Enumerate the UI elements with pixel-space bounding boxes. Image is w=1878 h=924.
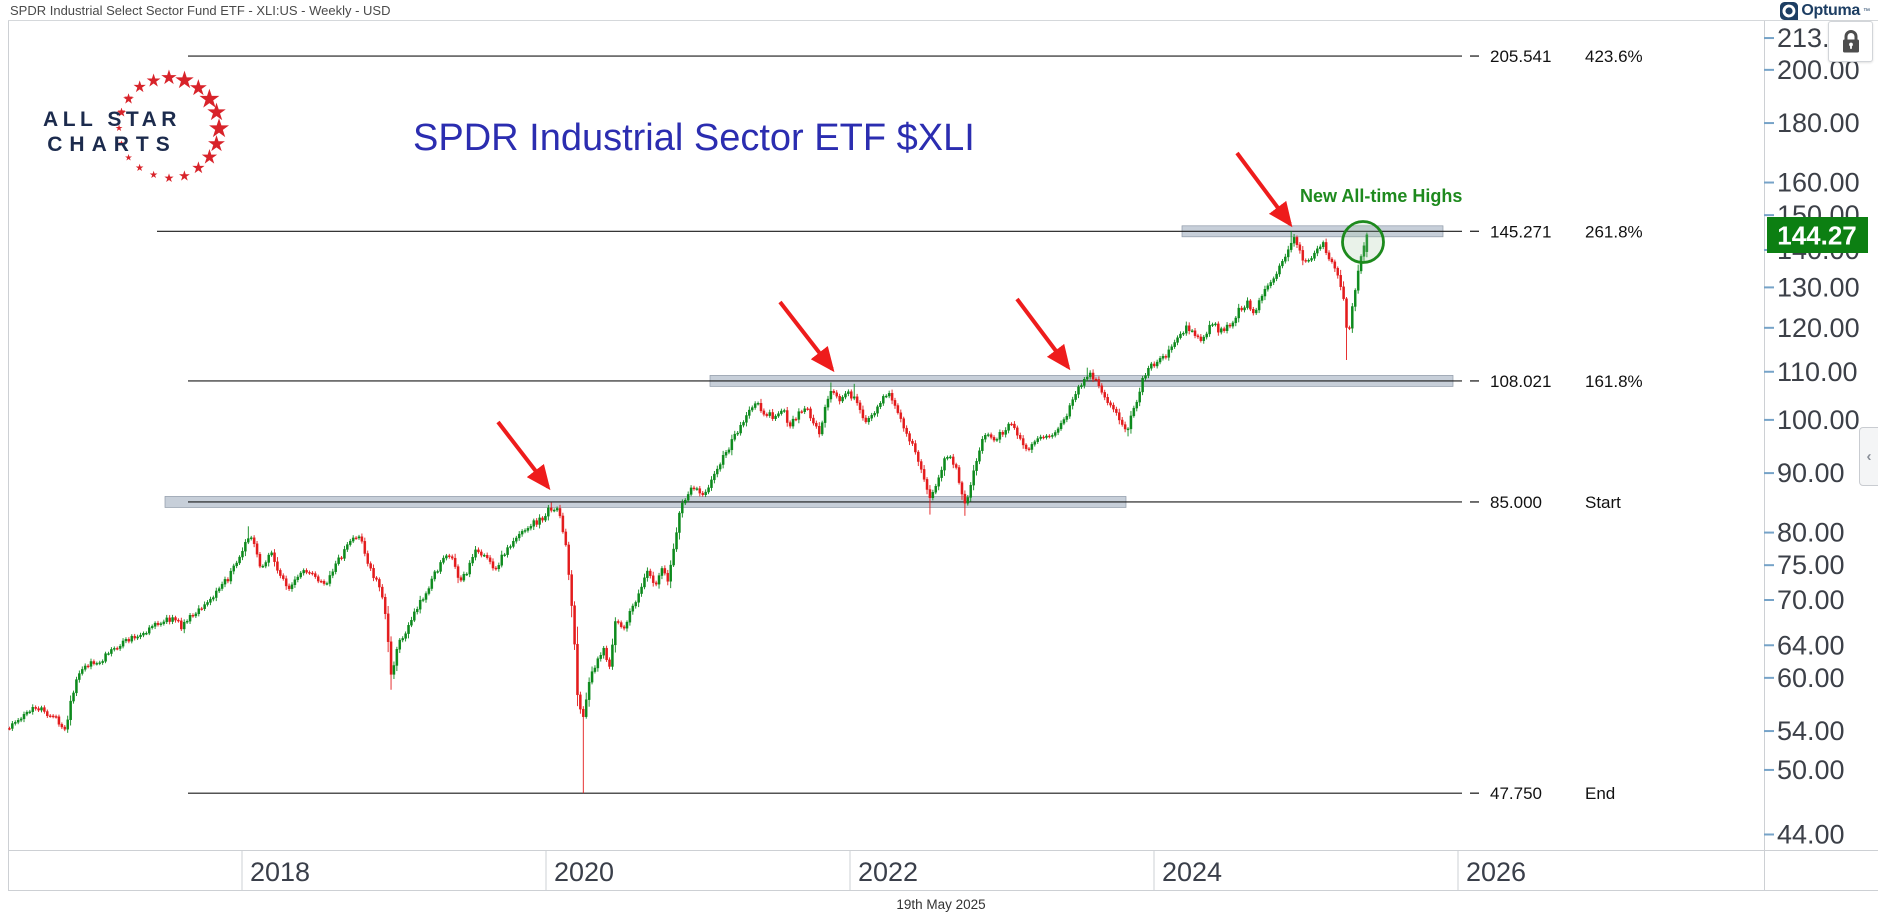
footer-date: 19th May 2025: [896, 897, 985, 912]
star-icon: ★: [115, 123, 123, 133]
star-icon: ★: [198, 84, 221, 114]
star-icon: ★: [207, 131, 227, 156]
star-icon: ★: [145, 70, 161, 90]
fib-level-label: 261.8%: [1585, 222, 1643, 241]
star-icon: ★: [118, 139, 125, 148]
allstar-charts-logo: ★★★★★★★★★★★★★★★★★★★★★★ ALL STAR CHARTS: [43, 67, 231, 185]
star-icon: ★: [149, 170, 158, 181]
red-arrow[interactable]: [1015, 297, 1071, 371]
star-icon: ★: [132, 79, 146, 96]
star-icon: ★: [135, 163, 144, 174]
fib-level-label: Start: [1585, 493, 1621, 512]
star-icon: ★: [124, 93, 134, 105]
star-icon: ★: [207, 113, 230, 143]
fib-level-value: 108.021: [1490, 372, 1551, 391]
allstar-star-ring: ★★★★★★★★★★★★★★★★★★★★★★: [115, 67, 231, 185]
allstar-logo-line2: CHARTS: [47, 133, 177, 156]
last-price-value: 144.27: [1777, 221, 1857, 251]
chevron-left-icon: ‹: [1866, 448, 1872, 465]
lock-button[interactable]: [1828, 21, 1873, 62]
price-tick-label: 80.00: [1777, 518, 1845, 548]
optuma-logo: Optuma ™: [1780, 2, 1870, 20]
star-icon: ★: [116, 106, 127, 120]
candlestick-series: [8, 231, 1369, 794]
price-tick-label: 120.00: [1777, 313, 1860, 343]
fib-level-label: 161.8%: [1585, 372, 1643, 391]
fib-level-value: 205.541: [1490, 47, 1551, 66]
red-arrow[interactable]: [496, 420, 551, 491]
price-tick-label: 160.00: [1777, 168, 1860, 198]
fib-level-label: 423.6%: [1585, 47, 1643, 66]
last-price-badge: 144.27: [1767, 217, 1868, 253]
fib-highlight-bands[interactable]: [164, 225, 1454, 508]
optuma-trademark: ™: [1863, 7, 1870, 15]
star-icon: ★: [125, 152, 133, 162]
price-axis[interactable]: 213.00200.00180.00160.00150.00140.00130.…: [1764, 23, 1860, 849]
chart-title: SPDR Industrial Sector ETF $XLI: [413, 117, 975, 159]
fib-level-value: 85.000: [1490, 493, 1542, 512]
x-axis-band[interactable]: 2018 2020 2022 2024 2026: [241, 850, 1526, 890]
price-tick-label: 180.00: [1777, 108, 1860, 138]
new-ath-annotation: New All-time Highs: [1300, 186, 1462, 206]
fib-level-label: End: [1585, 784, 1615, 803]
fib-level-value: 47.750: [1490, 784, 1542, 803]
optuma-icon: [1780, 2, 1799, 20]
year-label: 2024: [1162, 857, 1222, 887]
star-icon: ★: [160, 67, 178, 89]
year-label: 2026: [1466, 857, 1526, 887]
star-icon: ★: [122, 91, 135, 107]
optuma-wordmark: Optuma: [1801, 2, 1860, 19]
panel-collapse-tab[interactable]: ‹: [1859, 427, 1878, 486]
price-tick-label: 75.00: [1777, 550, 1845, 580]
year-label: 2020: [554, 857, 614, 887]
year-label: 2022: [858, 857, 918, 887]
price-tick-label: 64.00: [1777, 630, 1845, 660]
allstar-logo-line1: ALL STAR: [43, 108, 181, 131]
price-tick-label: 54.00: [1777, 716, 1845, 746]
fib-level-value: 145.271: [1490, 222, 1551, 241]
price-tick-label: 100.00: [1777, 405, 1860, 435]
window-title: SPDR Industrial Select Sector Fund ETF -…: [10, 3, 391, 18]
plot-frame: [8, 20, 1878, 891]
red-arrow[interactable]: [778, 300, 835, 373]
star-icon: ★: [206, 99, 228, 126]
year-label: 2018: [250, 857, 310, 887]
price-tick-label: 44.00: [1777, 819, 1845, 849]
price-tick-label: 90.00: [1777, 458, 1845, 488]
star-icon: ★: [174, 67, 196, 94]
fib-extension-lines[interactable]: 205.541 423.6% 145.271 261.8% 108.021 161.8% 8…: [157, 47, 1643, 803]
red-arrow[interactable]: [1235, 151, 1293, 228]
star-icon: ★: [189, 75, 209, 100]
price-tick-label: 50.00: [1777, 755, 1845, 785]
price-tick-label: 70.00: [1777, 585, 1845, 615]
price-tick-label: 130.00: [1777, 272, 1860, 302]
lock-icon: [1842, 29, 1859, 52]
price-tick-label: 110.00: [1777, 357, 1858, 387]
star-icon: ★: [164, 171, 175, 185]
red-arrow-annotations[interactable]: [496, 151, 1293, 491]
star-icon: ★: [200, 146, 218, 168]
star-icon: ★: [117, 107, 126, 118]
highlight-circle-annotation[interactable]: [1341, 220, 1385, 264]
price-tick-label: 60.00: [1777, 663, 1845, 693]
star-icon: ★: [178, 168, 191, 184]
star-icon: ★: [191, 160, 205, 177]
